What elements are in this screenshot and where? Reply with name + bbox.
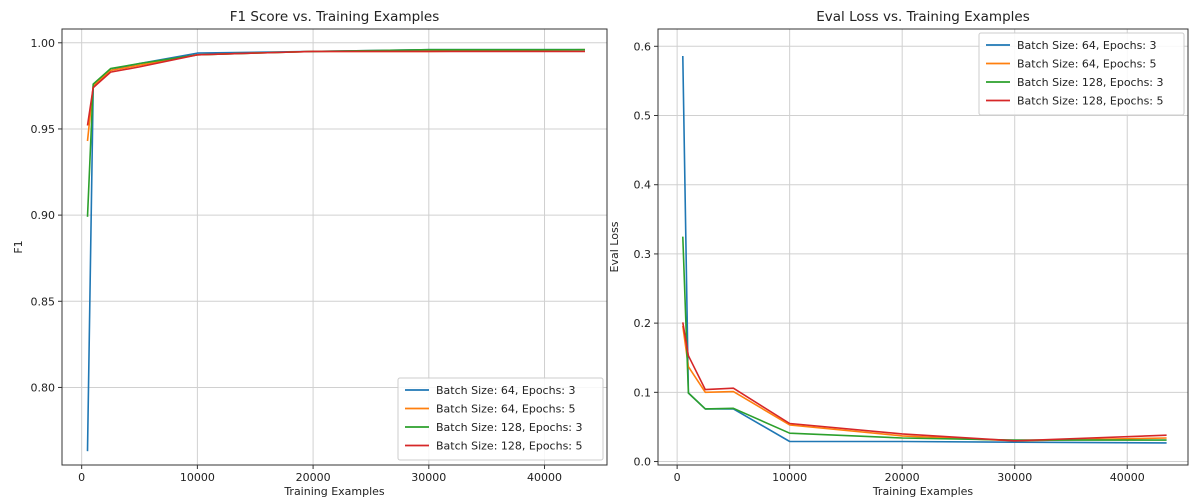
series-line-2 xyxy=(682,325,1167,442)
plot-frame xyxy=(61,28,608,466)
eval-loss-chart: 0 10000 20000 30000 40000 0.0 0.1 0.2 0.3 0.4 0.5 0… xyxy=(608,9,1189,498)
legend-label-2: Batch Size: 64, Epochs: 5 xyxy=(436,403,576,416)
y-tick-label: 0.3 xyxy=(634,248,652,261)
y-tick-label: 0.4 xyxy=(634,179,652,192)
series-line-3 xyxy=(682,236,1167,441)
x-tick-label: 10000 xyxy=(180,471,215,484)
x-axis-label: Training Examples xyxy=(872,485,974,498)
y-tick-label: 0.85 xyxy=(31,295,56,308)
legend-label-2: Batch Size: 64, Epochs: 5 xyxy=(1017,58,1157,71)
plot-frame xyxy=(657,28,1189,466)
legend-label-3: Batch Size: 128, Epochs: 3 xyxy=(1017,76,1164,89)
chart-title: F1 Score vs. Training Examples xyxy=(230,9,440,25)
chart-title: Eval Loss vs. Training Examples xyxy=(816,9,1030,25)
x-tick-label: 40000 xyxy=(527,471,562,484)
x-tick-label: 40000 xyxy=(1110,471,1145,484)
legend: Batch Size: 64, Epochs: 3 Batch Size: 64,… xyxy=(978,32,1185,116)
x-axis-label: Training Examples xyxy=(283,485,385,498)
legend-label-4: Batch Size: 128, Epochs: 5 xyxy=(436,440,583,453)
y-tick-label: 0.6 xyxy=(634,40,652,53)
y-tick-label: 0.2 xyxy=(634,317,652,330)
x-tick-label: 0 xyxy=(674,471,681,484)
legend: Batch Size: 64, Epochs: 3 Batch Size: 64,… xyxy=(397,377,604,461)
series-line-3 xyxy=(86,48,585,217)
y-axis-label: F1 xyxy=(12,240,25,253)
y-tick-label: 1.00 xyxy=(31,37,56,50)
x-tick-label: 0 xyxy=(78,471,85,484)
legend-label-1: Batch Size: 64, Epochs: 3 xyxy=(1017,39,1157,52)
y-tick-label: 0.90 xyxy=(31,209,56,222)
y-tick-label: 0.80 xyxy=(31,381,56,394)
series-line-4 xyxy=(86,50,585,126)
x-tick-label: 10000 xyxy=(772,471,807,484)
x-tick-label: 20000 xyxy=(885,471,920,484)
legend-box xyxy=(397,377,604,461)
y-tick-label: 0.95 xyxy=(31,123,56,136)
x-tick-label: 20000 xyxy=(296,471,331,484)
y-tick-label: 0.0 xyxy=(634,456,652,469)
y-tick-label: 0.1 xyxy=(634,386,652,399)
y-tick-label: 0.5 xyxy=(634,110,652,123)
legend-label-1: Batch Size: 64, Epochs: 3 xyxy=(436,384,576,397)
x-tick-label: 30000 xyxy=(411,471,446,484)
f1-chart: 0 10000 20000 30000 40000 0.80 0.85 0.90 0.95 1.0… xyxy=(12,9,608,498)
legend-label-4: Batch Size: 128, Epochs: 5 xyxy=(1017,95,1164,108)
series-line-2 xyxy=(86,48,586,142)
y-axis-label: Eval Loss xyxy=(608,221,621,272)
legend-box xyxy=(978,32,1185,116)
x-tick-label: 30000 xyxy=(997,471,1032,484)
series-line-4 xyxy=(682,322,1167,442)
legend-label-3: Batch Size: 128, Epochs: 3 xyxy=(436,421,583,434)
